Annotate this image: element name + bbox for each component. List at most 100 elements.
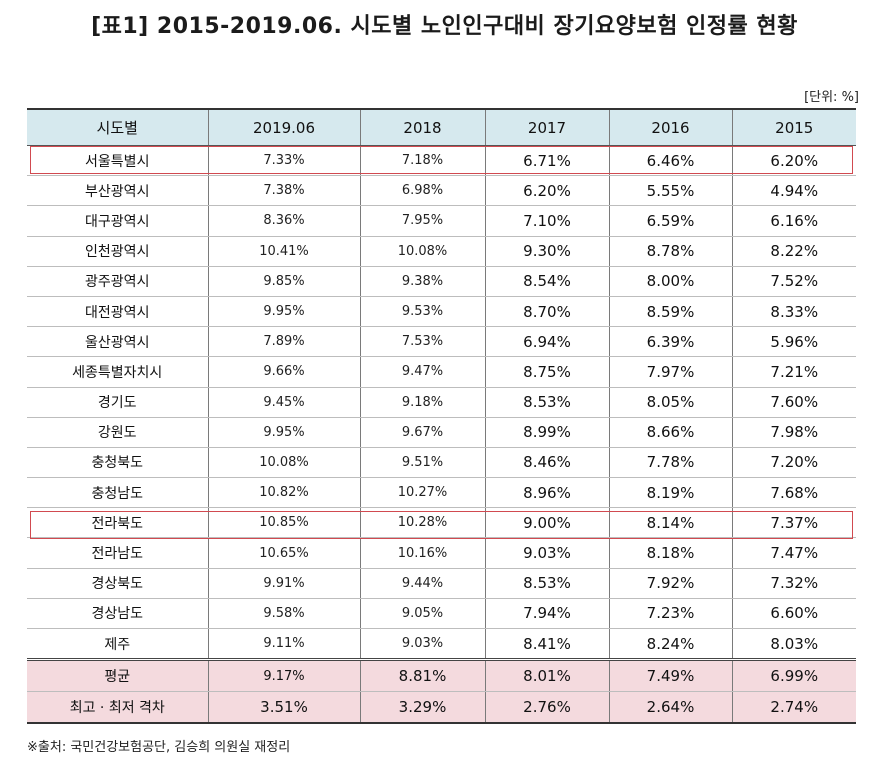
table-row: 대전광역시 9.95% 9.53% 8.70% 8.59% 8.33%	[27, 296, 856, 328]
table-row: 경상북도 9.91% 9.44% 8.53% 7.92% 7.32%	[27, 568, 856, 599]
value-cell: 7.38%	[207, 175, 361, 207]
value-cell: 8.05%	[608, 387, 733, 418]
value-cell: 9.91%	[207, 568, 361, 599]
value-cell: 8.54%	[484, 266, 610, 297]
value-cell: 9.58%	[207, 598, 361, 630]
value-cell: 7.20%	[731, 447, 856, 479]
value-cell: 7.32%	[731, 568, 856, 599]
region-cell: 광주광역시	[27, 266, 209, 297]
value-cell: 7.78%	[608, 447, 733, 479]
region-cell: 울산광역시	[27, 326, 209, 358]
value-cell: 9.05%	[359, 598, 486, 630]
table-row: 울산광역시 7.89% 7.53% 6.94% 6.39% 5.96%	[27, 326, 856, 358]
table-row: 서울특별시 7.33% 7.18% 6.71% 6.46% 6.20%	[27, 145, 856, 177]
region-cell: 대전광역시	[27, 296, 209, 328]
value-cell: 6.39%	[608, 326, 733, 358]
value-cell: 10.16%	[359, 537, 486, 569]
value-cell: 7.98%	[731, 417, 856, 448]
value-cell: 8.70%	[484, 296, 610, 328]
value-cell: 10.08%	[207, 447, 361, 479]
value-cell: 10.41%	[207, 236, 361, 267]
region-cell: 충청남도	[27, 477, 209, 509]
value-cell: 7.53%	[359, 326, 486, 358]
gap-row: 최고 · 최저 격차 3.51% 3.29% 2.76% 2.64% 2.74%	[27, 691, 856, 725]
header-2019-06: 2019.06	[207, 108, 361, 146]
table-row: 충청북도 10.08% 9.51% 8.46% 7.78% 7.20%	[27, 447, 856, 479]
value-cell: 6.94%	[484, 326, 610, 358]
header-region: 시도별	[27, 108, 209, 146]
region-cell: 경기도	[27, 387, 209, 418]
header-2017: 2017	[484, 108, 610, 146]
value-cell: 9.67%	[359, 417, 486, 448]
region-cell: 인천광역시	[27, 236, 209, 267]
value-cell: 9.00%	[484, 507, 610, 539]
value-cell: 8.78%	[608, 236, 733, 267]
region-cell: 전라북도	[27, 507, 209, 539]
region-cell: 부산광역시	[27, 175, 209, 207]
value-cell: 7.47%	[731, 537, 856, 569]
region-cell: 세종특별자치시	[27, 356, 209, 388]
value-cell: 8.75%	[484, 356, 610, 388]
value-cell: 9.51%	[359, 447, 486, 479]
table-row: 인천광역시 10.41% 10.08% 9.30% 8.78% 8.22%	[27, 236, 856, 267]
region-cell: 경상북도	[27, 568, 209, 599]
table-row: 대구광역시 8.36% 7.95% 7.10% 6.59% 6.16%	[27, 205, 856, 237]
value-cell: 7.10%	[484, 205, 610, 237]
table-row: 제주 9.11% 9.03% 8.41% 8.24% 8.03%	[27, 628, 856, 661]
value-cell: 7.37%	[731, 507, 856, 539]
value-cell: 8.41%	[484, 628, 610, 661]
ltc-rate-table: 시도별 2019.06 2018 2017 2016 2015 서울특별시 7.3…	[27, 108, 856, 725]
gap-cell: 2.74%	[731, 691, 856, 725]
region-cell: 서울특별시	[27, 145, 209, 177]
value-cell: 10.08%	[359, 236, 486, 267]
value-cell: 8.22%	[731, 236, 856, 267]
value-cell: 8.99%	[484, 417, 610, 448]
region-cell: 대구광역시	[27, 205, 209, 237]
value-cell: 10.82%	[207, 477, 361, 509]
value-cell: 6.98%	[359, 175, 486, 207]
gap-label: 최고 · 최저 격차	[27, 691, 209, 725]
value-cell: 7.21%	[731, 356, 856, 388]
header-2018: 2018	[359, 108, 486, 146]
table-title: [표1] 2015-2019.06. 시도별 노인인구대비 장기요양보험 인정률…	[91, 14, 798, 39]
value-cell: 7.52%	[731, 266, 856, 297]
region-cell: 제주	[27, 628, 209, 661]
region-cell: 강원도	[27, 417, 209, 448]
table-row: 충청남도 10.82% 10.27% 8.96% 8.19% 7.68%	[27, 477, 856, 509]
value-cell: 10.28%	[359, 507, 486, 539]
value-cell: 7.23%	[608, 598, 733, 630]
gap-cell: 2.76%	[484, 691, 610, 725]
region-cell: 전라남도	[27, 537, 209, 569]
value-cell: 9.44%	[359, 568, 486, 599]
value-cell: 7.60%	[731, 387, 856, 418]
value-cell: 9.30%	[484, 236, 610, 267]
value-cell: 9.11%	[207, 628, 361, 661]
value-cell: 6.20%	[731, 145, 856, 177]
table-row: 세종특별자치시 9.66% 9.47% 8.75% 7.97% 7.21%	[27, 356, 856, 388]
value-cell: 7.33%	[207, 145, 361, 177]
value-cell: 9.95%	[207, 296, 361, 328]
value-cell: 10.27%	[359, 477, 486, 509]
region-cell: 경상남도	[27, 598, 209, 630]
value-cell: 9.53%	[359, 296, 486, 328]
value-cell: 8.53%	[484, 387, 610, 418]
value-cell: 8.96%	[484, 477, 610, 509]
table-row: 경상남도 9.58% 9.05% 7.94% 7.23% 6.60%	[27, 598, 856, 630]
value-cell: 8.66%	[608, 417, 733, 448]
average-cell: 6.99%	[731, 658, 856, 693]
value-cell: 7.68%	[731, 477, 856, 509]
unit-label: [단위: %]	[804, 90, 859, 105]
value-cell: 8.24%	[608, 628, 733, 661]
value-cell: 9.45%	[207, 387, 361, 418]
table-row: 전라남도 10.65% 10.16% 9.03% 8.18% 7.47%	[27, 537, 856, 569]
value-cell: 8.18%	[608, 537, 733, 569]
value-cell: 9.38%	[359, 266, 486, 297]
value-cell: 6.16%	[731, 205, 856, 237]
value-cell: 8.00%	[608, 266, 733, 297]
average-cell: 8.01%	[484, 658, 610, 693]
value-cell: 8.36%	[207, 205, 361, 237]
value-cell: 7.95%	[359, 205, 486, 237]
gap-cell: 3.51%	[207, 691, 361, 725]
value-cell: 6.71%	[484, 145, 610, 177]
table-row: 전라북도 10.85% 10.28% 9.00% 8.14% 7.37%	[27, 507, 856, 539]
